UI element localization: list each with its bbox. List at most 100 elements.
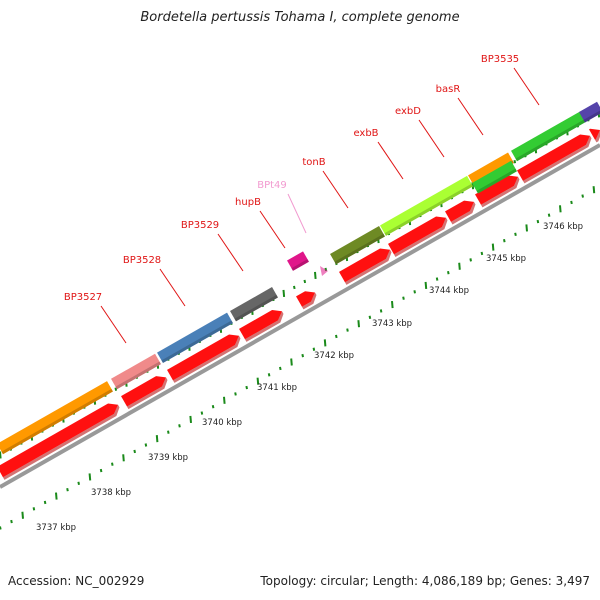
tick-mark <box>402 296 405 300</box>
backbone <box>0 143 600 489</box>
tick-mark <box>111 462 114 466</box>
tick-mark <box>0 526 2 530</box>
tick-mark <box>245 385 248 390</box>
tick-mark <box>178 424 181 428</box>
tick-mark <box>323 339 327 347</box>
cds-arrow <box>296 291 317 310</box>
tick-mark <box>469 258 472 262</box>
kbp-label: 3745 kbp <box>486 254 526 264</box>
tick-mark <box>424 281 428 289</box>
backbone-line <box>0 143 600 489</box>
tick-mark <box>581 194 584 198</box>
cog-feature <box>157 312 233 364</box>
gene-label-exbd: exbD <box>395 106 421 117</box>
hupb-feature <box>287 251 309 271</box>
tick-mark <box>290 358 293 366</box>
cog-feature <box>230 287 278 322</box>
tick-mark <box>570 200 573 205</box>
tick-mark <box>122 454 125 462</box>
tick-mark <box>301 353 304 358</box>
kbp-label: 3739 kbp <box>148 453 188 463</box>
tick-mark <box>282 289 286 297</box>
tick-mark <box>592 186 596 194</box>
cds-arrow <box>239 310 284 342</box>
cds-arrow <box>167 334 241 383</box>
tick-mark <box>10 519 13 524</box>
map-title: Bordetella pertussis Tohama I, complete … <box>140 10 460 25</box>
kbp-label: 3740 kbp <box>202 418 242 428</box>
tick-mark <box>133 449 136 454</box>
label-leader-line <box>100 305 127 344</box>
tick-mark <box>155 435 159 443</box>
tick-mark <box>66 487 69 492</box>
gene-label-bpt49: BPt49 <box>257 180 287 191</box>
gene-label-bp3528: BP3528 <box>123 255 161 266</box>
label-leader-line <box>377 141 404 180</box>
kbp-label: 3741 kbp <box>257 383 297 393</box>
tick-mark <box>223 396 226 404</box>
kbp-label: 3746 kbp <box>543 222 583 232</box>
tick-mark <box>32 507 36 511</box>
tick-mark <box>279 366 282 371</box>
gene-label-bp3535: BP3535 <box>481 54 519 65</box>
cds-arrow <box>475 175 520 208</box>
tick-mark <box>267 373 271 377</box>
tick-mark <box>293 285 296 290</box>
cog-feature <box>0 381 113 455</box>
cog-feature <box>111 353 161 390</box>
tick-mark <box>391 300 394 309</box>
tick-mark <box>379 309 383 313</box>
gene-label-bp3527: BP3527 <box>64 292 102 303</box>
label-leader-line <box>513 67 540 106</box>
tick-mark <box>211 405 215 409</box>
cds-arrow <box>121 376 168 410</box>
tick-mark <box>114 387 118 391</box>
label-leader-line <box>287 193 307 234</box>
tick-mark <box>234 392 237 396</box>
tick-mark <box>167 430 170 434</box>
tick-mark <box>303 279 307 284</box>
tick-mark <box>43 500 47 505</box>
cog-feature <box>511 111 586 162</box>
gene-label-basr: basR <box>436 84 461 95</box>
tick-mark <box>447 270 450 275</box>
gene-label-hupb: hupB <box>235 197 261 208</box>
tick-mark <box>547 213 551 217</box>
gene-label-exbb: exbB <box>353 128 378 139</box>
tick-mark <box>368 315 372 320</box>
tick-mark <box>346 328 349 332</box>
kbp-label: 3744 kbp <box>429 286 469 296</box>
tick-mark <box>0 451 2 459</box>
tick-mark <box>413 290 416 294</box>
kbp-labels: 3737 kbp 3738 kbp 3739 kbp 3740 kbp 3741 kbp… <box>36 222 583 533</box>
kbp-label: 3742 kbp <box>314 351 354 361</box>
tick-mark <box>312 347 316 351</box>
tick-mark <box>480 251 484 256</box>
kbp-label: 3743 kbp <box>372 319 412 329</box>
tick-mark <box>256 377 260 385</box>
genome-stats-text: Topology: circular; Length: 4,086,189 bp… <box>260 574 590 588</box>
label-leader-line <box>159 268 186 307</box>
gene-label-bp3529: BP3529 <box>181 220 219 231</box>
tick-mark <box>559 205 562 213</box>
accession-text: Accession: NC_002929 <box>8 574 145 588</box>
cog-feature <box>380 175 473 236</box>
gene-labels: BP3527 BP3528 BP3529 hupB BPt49 tonB exbB exbD b… <box>64 54 540 344</box>
tick-mark <box>458 262 461 270</box>
tick-mark <box>77 481 80 486</box>
tick-mark <box>99 468 103 473</box>
cog-feature <box>579 101 600 123</box>
cog-features <box>0 101 600 455</box>
cds-features <box>0 128 600 480</box>
label-leader-line <box>259 210 286 249</box>
label-leader-line <box>322 170 349 209</box>
cds-arrow <box>339 248 392 285</box>
tick-mark <box>357 320 360 328</box>
tick-mark <box>21 511 24 519</box>
gene-label-tonb: tonB <box>302 157 325 168</box>
kbp-label: 3738 kbp <box>91 488 131 498</box>
tick-mark <box>335 334 338 339</box>
cds-arrow <box>517 134 592 184</box>
tick-mark <box>435 277 439 281</box>
